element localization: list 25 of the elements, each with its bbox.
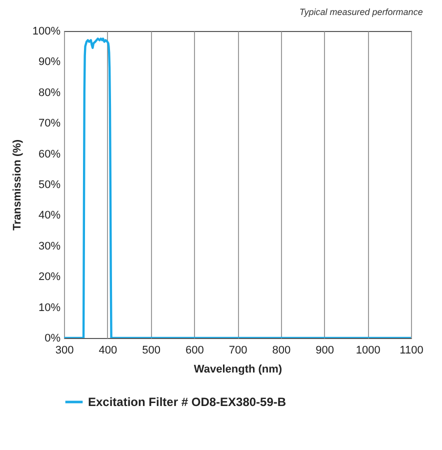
- y-tick-label: 10%: [38, 302, 61, 314]
- y-tick-label: 0%: [44, 332, 61, 344]
- y-tick-label: 90%: [38, 56, 61, 68]
- y-tick-label: 20%: [38, 271, 61, 284]
- y-tick-label: 80%: [38, 86, 61, 99]
- text: Typical measured performance: [299, 7, 423, 17]
- x-tick-label: 800: [272, 344, 291, 356]
- x-axis-title: Wavelength (nm): [194, 364, 282, 376]
- x-tick-label: 1100: [400, 344, 424, 356]
- x-tick-label: 400: [98, 344, 118, 356]
- legend-label: Excitation Filter # OD8-EX380-59-B: [88, 395, 286, 409]
- y-tick-label: 60%: [38, 148, 61, 160]
- x-tick-label: 600: [185, 344, 204, 356]
- x-tick-label: 900: [316, 344, 334, 356]
- y-axis-title: Transmission (%): [11, 139, 24, 231]
- x-tick-label: 700: [228, 344, 248, 356]
- y-tick-label: 50%: [38, 179, 61, 191]
- x-tick-label: 500: [142, 344, 160, 356]
- y-tick-label: 100%: [32, 26, 61, 38]
- y-tick-label: 40%: [38, 210, 61, 222]
- y-tick-label: 70%: [38, 118, 61, 130]
- line-series: [64, 38, 411, 338]
- x-tick-label: 1000: [356, 344, 380, 356]
- x-tick-label: 300: [55, 344, 74, 356]
- y-tick-label: 30%: [38, 240, 61, 252]
